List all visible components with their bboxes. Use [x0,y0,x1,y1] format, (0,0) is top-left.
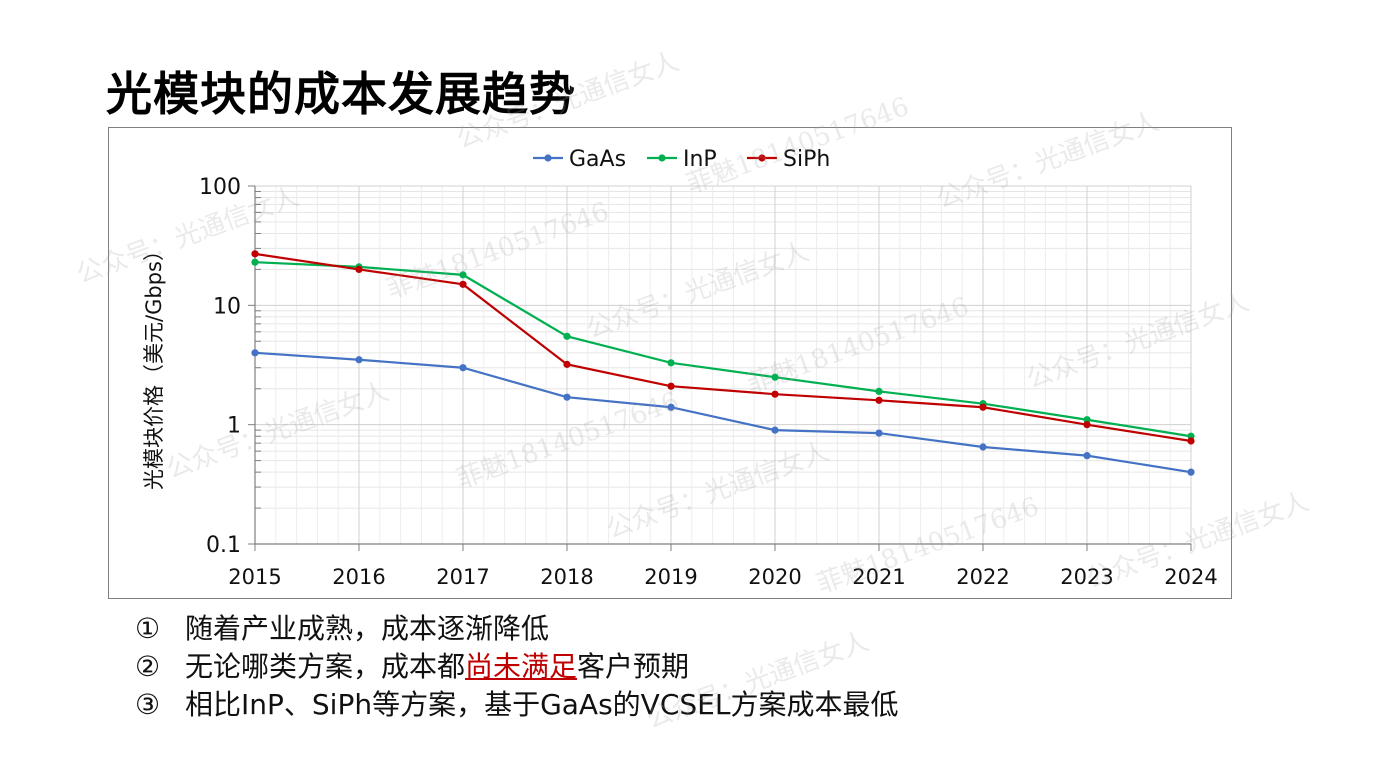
data-point-siph [355,265,363,274]
data-point-inp [875,387,883,396]
bullet-number: ② [135,650,161,683]
data-point-siph [459,280,467,288]
x-tick-label: 2018 [540,565,593,589]
data-point-gaas [1187,468,1195,476]
cost-trend-chart: 0.1 1 10 100 2015 2016 2017 2018 2019 2020 2021 202… [142,147,1218,589]
y-axis-label: 光模块价格（美元/Gbps） [142,240,166,490]
data-point-siph [667,382,675,390]
data-point-gaas [771,426,779,434]
data-point-inp [667,359,675,367]
series-line-inp [254,261,1192,438]
legend-label-inp: InP [683,147,717,172]
bullet-1: ① 随着产业成熟，成本逐渐降低 [135,610,898,648]
data-point-siph [875,396,883,404]
bullet-text: 相比InP、SiPh等方案，基于GaAs的VCSEL方案成本最低 [185,688,899,721]
data-point-siph [251,250,259,258]
y-tick-label: 1 [227,414,241,439]
data-point-inp [459,271,467,279]
bullet-number: ① [135,612,161,645]
bullet-text: 无论哪类方案，成本都 [185,650,466,683]
data-point-gaas [251,349,259,357]
x-tick-label: 2024 [1164,565,1217,589]
data-point-inp [563,332,571,340]
data-point-gaas [563,393,571,401]
bullet-text: 随着产业成熟，成本逐渐降低 [185,612,550,645]
x-tick-label: 2020 [748,565,801,589]
data-point-gaas [667,403,675,411]
series-line-gaas [254,351,1192,474]
x-tick-label: 2015 [228,565,281,589]
chart-frame: 0.1 1 10 100 2015 2016 2017 2018 2019 2020 2021 202… [108,127,1232,599]
bullet-text-end: 客户预期 [577,650,690,683]
data-point-gaas [1083,452,1091,460]
x-tick-label: 2016 [332,565,385,589]
x-tick-label: 2022 [956,565,1009,589]
x-tick-label: 2017 [436,565,489,589]
data-point-gaas [355,356,363,364]
data-point-gaas [979,443,987,451]
legend-marker-gaas [544,154,552,162]
data-point-siph [563,360,571,368]
series-line-siph [254,252,1192,443]
bullet-highlight: 尚未满足 [465,650,578,683]
data-point-siph [1083,421,1091,429]
legend-label-gaas: GaAs [569,147,626,172]
data-point-gaas [875,429,883,437]
data-point-siph [771,390,779,398]
y-tick-label: 10 [213,294,241,319]
data-point-inp [1083,416,1091,424]
x-tick-label: 2019 [644,565,697,589]
data-point-inp [251,258,259,266]
data-point-gaas [459,364,467,372]
bullet-list: ① 随着产业成熟，成本逐渐降低 ② 无论哪类方案，成本都尚未满足客户预期 ③ 相比In… [135,610,898,724]
x-tick-label: 2021 [852,565,905,589]
y-tick-label: 100 [199,175,241,200]
bullet-2: ② 无论哪类方案，成本都尚未满足客户预期 [135,648,898,686]
data-point-siph [979,403,987,411]
legend-label-siph: SiPh [783,147,830,172]
legend-marker-siph [758,154,766,162]
data-point-siph [1187,437,1195,445]
bullet-3: ③ 相比InP、SiPh等方案，基于GaAs的VCSEL方案成本最低 [135,686,898,724]
y-tick-label: 0.1 [206,533,241,558]
x-tick-label: 2023 [1060,565,1113,589]
legend-marker-inp [658,154,666,162]
data-point-inp [771,373,779,381]
page-title: 光模块的成本发展趋势 [106,67,576,121]
bullet-number: ③ [135,688,161,721]
